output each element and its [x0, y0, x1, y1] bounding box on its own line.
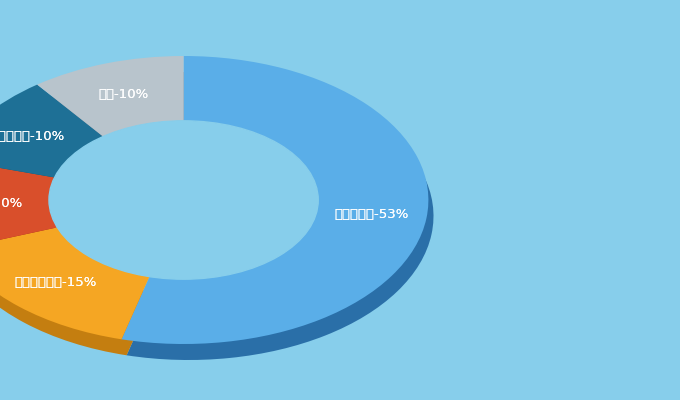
Text: トイザラス-10%: トイザラス-10%	[0, 130, 65, 143]
Wedge shape	[37, 56, 184, 136]
Text: ナーフ-10%: ナーフ-10%	[0, 197, 23, 210]
Wedge shape	[122, 56, 428, 344]
Wedge shape	[0, 227, 150, 339]
Text: ナーフ-10%: ナーフ-10%	[0, 197, 23, 210]
Wedge shape	[126, 72, 433, 360]
Text: トイザらス-53%: トイザらス-53%	[335, 208, 409, 221]
Text: トイザらス-53%: トイザらス-53%	[335, 208, 409, 221]
Text: ベビーザらス-15%: ベビーザらス-15%	[15, 276, 97, 289]
Text: レゴ-10%: レゴ-10%	[99, 88, 149, 100]
Wedge shape	[0, 175, 63, 266]
Circle shape	[49, 121, 318, 279]
Text: トイザラス-10%: トイザラス-10%	[0, 130, 65, 143]
Wedge shape	[0, 243, 154, 355]
Wedge shape	[0, 84, 103, 178]
Wedge shape	[42, 72, 188, 152]
Wedge shape	[0, 159, 57, 250]
Text: ベビーザらス-15%: ベビーザらス-15%	[15, 276, 97, 289]
Text: レゴ-10%: レゴ-10%	[99, 88, 149, 100]
Wedge shape	[0, 100, 108, 194]
